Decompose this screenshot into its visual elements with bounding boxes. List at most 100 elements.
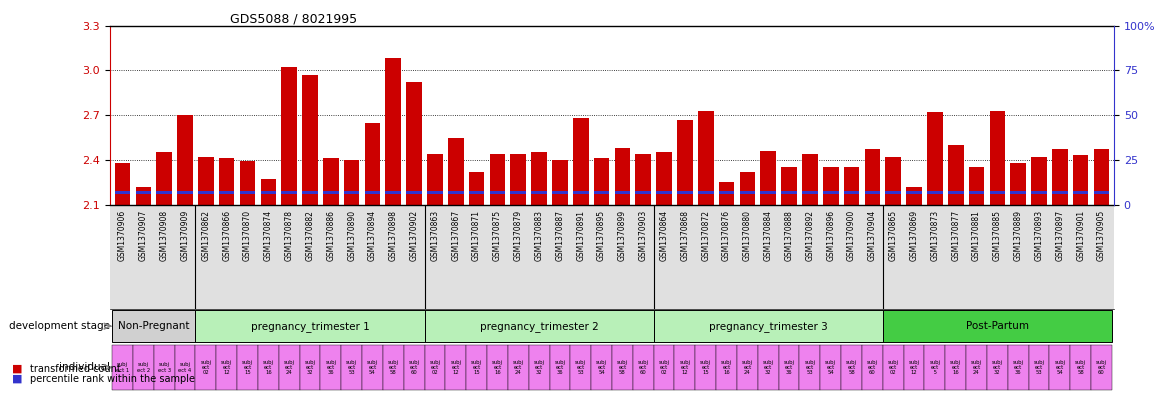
Text: GSM1370892: GSM1370892: [805, 210, 814, 261]
Text: subj
ect
53: subj ect 53: [805, 360, 815, 375]
Text: GSM1370891: GSM1370891: [577, 210, 585, 261]
Text: subj
ect 2: subj ect 2: [137, 362, 151, 373]
FancyBboxPatch shape: [279, 345, 300, 390]
Bar: [990, 191, 1005, 194]
Text: ■: ■: [12, 364, 22, 374]
Bar: [177, 191, 193, 194]
Text: subj
ect
12: subj ect 12: [221, 360, 232, 375]
Text: subj
ect
54: subj ect 54: [826, 360, 836, 375]
Text: subj
ect
02: subj ect 02: [888, 360, 899, 375]
Bar: [782, 167, 797, 205]
FancyBboxPatch shape: [716, 345, 736, 390]
Text: GSM1370894: GSM1370894: [368, 210, 378, 261]
Text: subj
ect
54: subj ect 54: [596, 360, 607, 375]
Text: GSM1370895: GSM1370895: [598, 210, 606, 261]
Text: subj
ect
 5: subj ect 5: [930, 360, 940, 375]
FancyBboxPatch shape: [488, 345, 508, 390]
Bar: [761, 151, 776, 205]
Text: GSM1370907: GSM1370907: [139, 210, 148, 261]
FancyBboxPatch shape: [903, 345, 924, 390]
FancyBboxPatch shape: [300, 345, 321, 390]
Text: subj
ect
15: subj ect 15: [701, 360, 711, 375]
Text: subj
ect
15: subj ect 15: [242, 360, 252, 375]
Bar: [886, 157, 901, 205]
Text: GSM1370905: GSM1370905: [1097, 210, 1106, 261]
Text: GSM1370870: GSM1370870: [243, 210, 252, 261]
FancyBboxPatch shape: [611, 345, 632, 390]
Bar: [198, 191, 213, 194]
Bar: [969, 191, 984, 194]
Text: subj
ect
16: subj ect 16: [492, 360, 503, 375]
Text: subj
ect
24: subj ect 24: [972, 360, 982, 375]
Text: subj
ect
58: subj ect 58: [388, 360, 398, 375]
FancyBboxPatch shape: [1091, 345, 1112, 390]
Bar: [782, 191, 797, 194]
Text: subj
ect
32: subj ect 32: [534, 360, 544, 375]
Text: GSM1370865: GSM1370865: [888, 210, 897, 261]
FancyBboxPatch shape: [653, 310, 882, 342]
Text: GSM1370902: GSM1370902: [410, 210, 419, 261]
Text: GSM1370881: GSM1370881: [972, 210, 981, 261]
Bar: [823, 191, 838, 194]
FancyBboxPatch shape: [425, 310, 653, 342]
Text: subj
ect
60: subj ect 60: [638, 360, 648, 375]
Text: GSM1370863: GSM1370863: [431, 210, 439, 261]
Bar: [406, 82, 422, 205]
Text: subj
ect
53: subj ect 53: [346, 360, 357, 375]
FancyBboxPatch shape: [778, 345, 799, 390]
Text: subj
ect
60: subj ect 60: [867, 360, 878, 375]
Text: GSM1370878: GSM1370878: [285, 210, 294, 261]
FancyBboxPatch shape: [383, 345, 404, 390]
FancyBboxPatch shape: [695, 345, 716, 390]
Bar: [928, 112, 943, 205]
Bar: [1072, 191, 1089, 194]
Text: GSM1370904: GSM1370904: [867, 210, 877, 261]
Bar: [657, 152, 672, 205]
FancyBboxPatch shape: [571, 345, 592, 390]
Bar: [740, 191, 755, 194]
Text: subj
ect
58: subj ect 58: [1075, 360, 1086, 375]
Bar: [1093, 191, 1109, 194]
Text: GSM1370908: GSM1370908: [160, 210, 169, 261]
Bar: [469, 172, 484, 205]
Bar: [615, 148, 630, 205]
FancyBboxPatch shape: [757, 345, 778, 390]
FancyBboxPatch shape: [467, 345, 488, 390]
FancyBboxPatch shape: [154, 345, 175, 390]
Text: GSM1370876: GSM1370876: [723, 210, 731, 261]
Bar: [115, 191, 131, 194]
Text: subj
ect
02: subj ect 02: [430, 360, 440, 375]
Bar: [886, 191, 901, 194]
Text: GSM1370873: GSM1370873: [930, 210, 939, 261]
Bar: [698, 191, 713, 194]
Text: GDS5088 / 8021995: GDS5088 / 8021995: [230, 13, 358, 26]
Bar: [344, 191, 359, 194]
Text: GSM1370883: GSM1370883: [535, 210, 543, 261]
Bar: [240, 162, 255, 205]
Bar: [1011, 163, 1026, 205]
Text: subj
ect
32: subj ect 32: [992, 360, 1003, 375]
Text: subj
ect
54: subj ect 54: [367, 360, 378, 375]
Bar: [657, 191, 672, 194]
Bar: [240, 191, 255, 194]
Bar: [969, 167, 984, 205]
FancyBboxPatch shape: [258, 345, 279, 390]
FancyBboxPatch shape: [966, 345, 987, 390]
FancyBboxPatch shape: [653, 345, 674, 390]
FancyBboxPatch shape: [1007, 345, 1028, 390]
Text: development stage: development stage: [9, 321, 110, 331]
Bar: [281, 191, 296, 194]
FancyBboxPatch shape: [342, 345, 362, 390]
Text: subj
ect
16: subj ect 16: [721, 360, 732, 375]
Text: GSM1370868: GSM1370868: [681, 210, 689, 261]
Text: subj
ect
58: subj ect 58: [617, 360, 628, 375]
Bar: [865, 149, 880, 205]
FancyBboxPatch shape: [196, 310, 425, 342]
Text: subj
ect 4: subj ect 4: [178, 362, 191, 373]
FancyBboxPatch shape: [446, 345, 467, 390]
FancyBboxPatch shape: [404, 345, 425, 390]
Bar: [177, 115, 193, 205]
Text: subj
ect 3: subj ect 3: [157, 362, 170, 373]
FancyBboxPatch shape: [321, 345, 342, 390]
Text: subj
ect
12: subj ect 12: [909, 360, 919, 375]
